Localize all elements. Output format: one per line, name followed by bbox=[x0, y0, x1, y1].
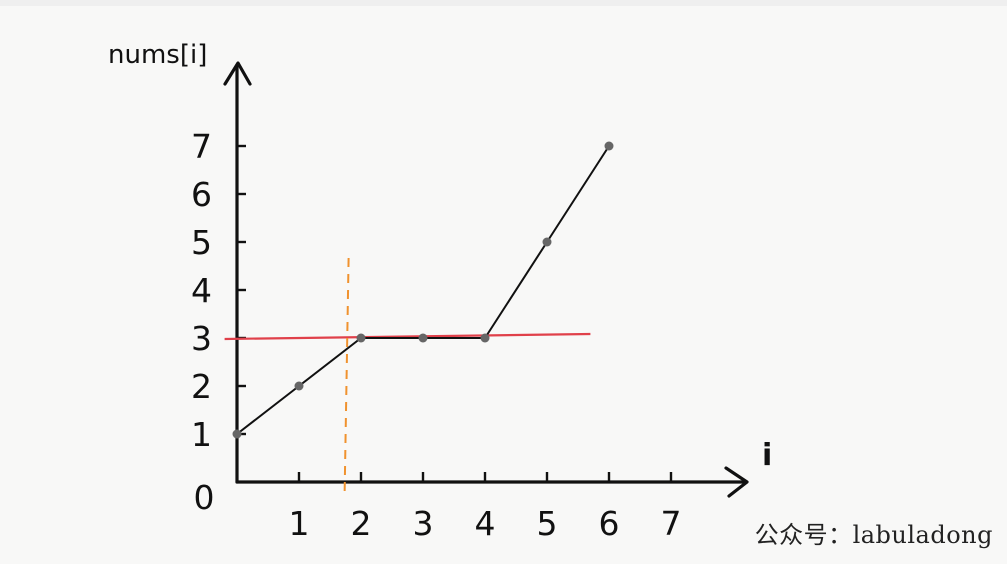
data-point bbox=[542, 237, 552, 247]
y-axis-arrow bbox=[223, 61, 252, 86]
data-point bbox=[294, 381, 304, 391]
data-point bbox=[604, 141, 614, 151]
data-point bbox=[356, 333, 366, 343]
y-tick-label: 1 bbox=[191, 415, 212, 454]
y-tick-label: 5 bbox=[191, 223, 212, 262]
y-tick-label: 3 bbox=[191, 319, 212, 358]
origin-label: 0 bbox=[194, 478, 215, 517]
watermark: 公众号：labuladong bbox=[754, 521, 993, 549]
x-tick-label: 3 bbox=[413, 504, 434, 543]
x-tick-label: 1 bbox=[289, 504, 310, 543]
y-tick-label: 6 bbox=[191, 175, 212, 214]
y-tick-label: 7 bbox=[191, 127, 212, 166]
series-line bbox=[236, 145, 610, 435]
data-point bbox=[418, 333, 428, 343]
horizontal-guide-line bbox=[224, 332, 591, 341]
axes bbox=[223, 61, 749, 498]
y-tick-label: 4 bbox=[191, 271, 212, 310]
x-tick-label: 4 bbox=[475, 504, 496, 543]
data-point bbox=[480, 333, 490, 343]
x-axis-title: i bbox=[762, 438, 772, 473]
y-axis-title: nums[i] bbox=[108, 40, 207, 70]
vertical-dashed-line bbox=[343, 257, 350, 495]
x-tick-label: 5 bbox=[537, 504, 558, 543]
y-tick-label: 2 bbox=[191, 367, 212, 406]
line-chart: 1 2 3 4 5 6 7 1 2 3 4 5 6 7 0 nums[i] i bbox=[108, 40, 772, 543]
data-point bbox=[232, 429, 242, 439]
guide-lines bbox=[224, 257, 591, 495]
x-tick-label: 2 bbox=[351, 504, 372, 543]
x-axis-arrow bbox=[724, 466, 749, 498]
tick-labels: 1 2 3 4 5 6 7 1 2 3 4 5 6 7 0 nums[i] i bbox=[108, 40, 772, 543]
x-tick-label: 7 bbox=[661, 504, 682, 543]
x-tick-label: 6 bbox=[599, 504, 620, 543]
data-series bbox=[232, 141, 614, 439]
